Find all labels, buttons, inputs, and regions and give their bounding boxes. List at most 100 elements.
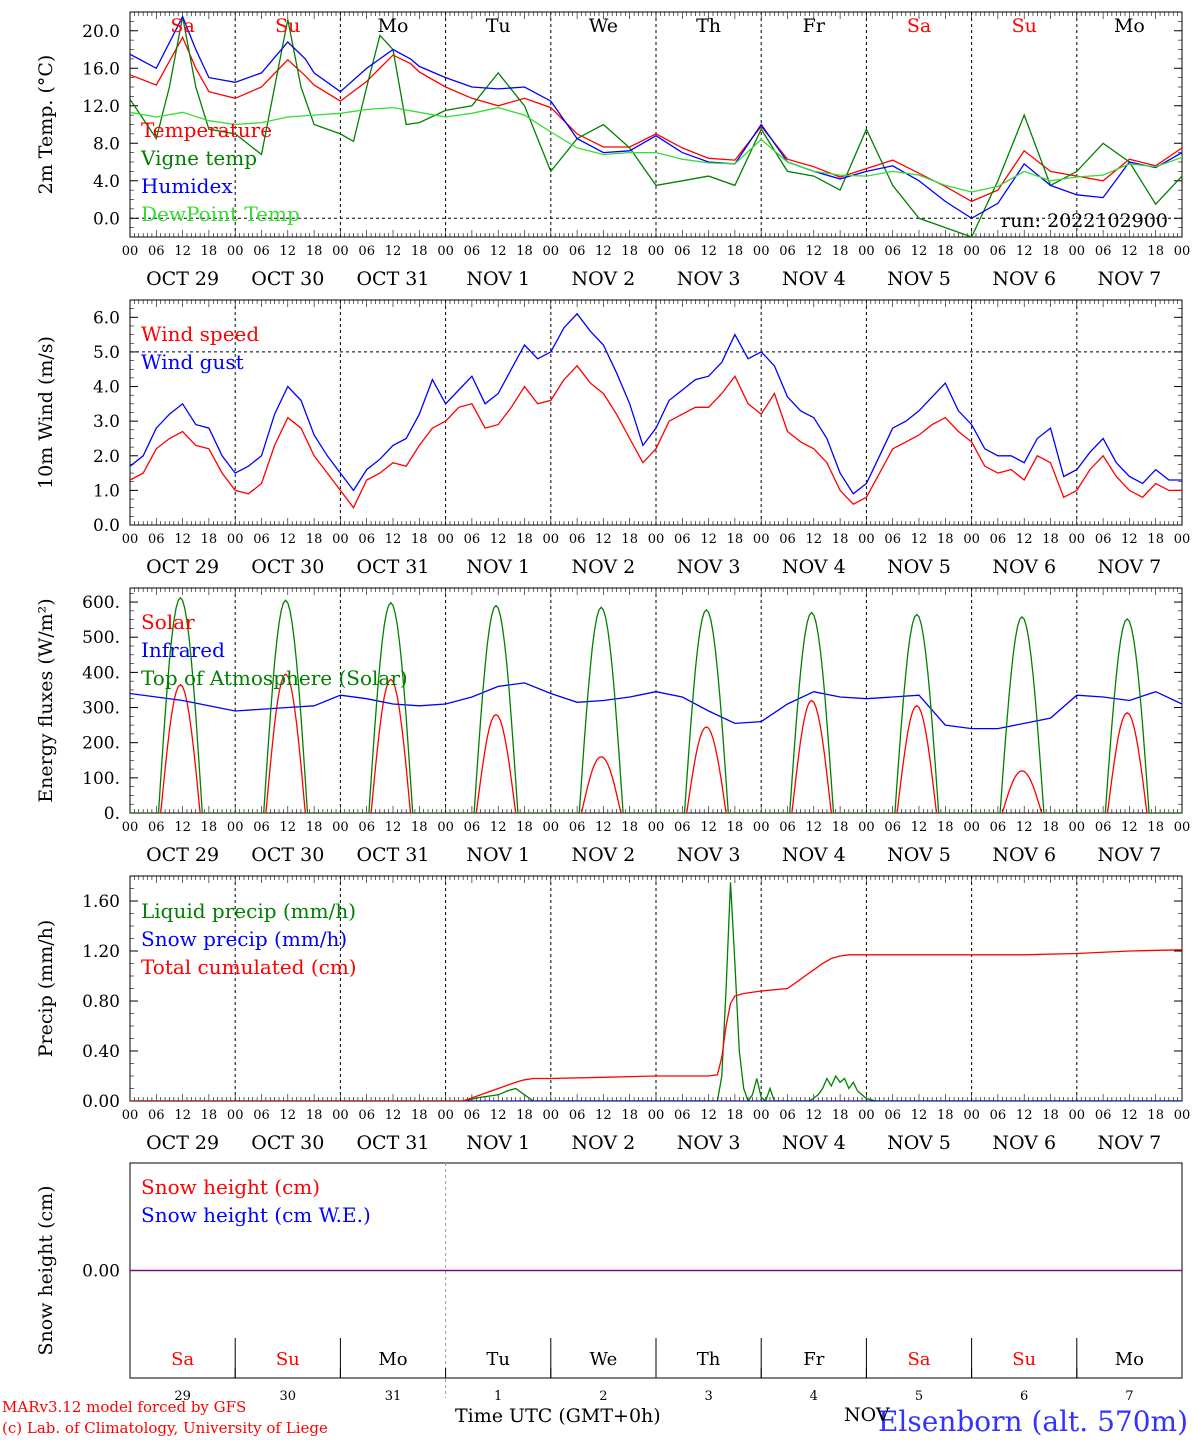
- hour-label: 18: [937, 532, 954, 547]
- hour-label: 06: [1095, 1108, 1112, 1123]
- series-line: [130, 15, 1182, 220]
- weekday-label: Su: [1012, 1349, 1036, 1370]
- hour-label: 06: [1095, 820, 1112, 835]
- day-number: 7: [1125, 1389, 1133, 1404]
- hour-label: 12: [911, 532, 928, 547]
- day-number: 2: [599, 1389, 607, 1404]
- hour-label: 12: [385, 532, 402, 547]
- hour-label: 06: [990, 820, 1007, 835]
- date-label: NOV 5: [887, 556, 951, 578]
- date-label: NOV 6: [992, 268, 1056, 290]
- hour-label: 00: [1069, 532, 1086, 547]
- y-tick-label: 0.00: [82, 1262, 120, 1282]
- series-line: [130, 364, 1182, 509]
- y-tick-label: 0.: [104, 804, 120, 824]
- hour-label: 12: [174, 244, 191, 259]
- hour-label: 12: [700, 532, 717, 547]
- hour-label: 06: [569, 1108, 586, 1123]
- date-label: NOV 1: [466, 844, 530, 866]
- y-tick-label: 0.0: [93, 516, 120, 536]
- hour-label: 06: [148, 820, 165, 835]
- hour-label: 12: [385, 820, 402, 835]
- weekday-label: Tu: [486, 15, 511, 37]
- hour-label: 18: [201, 532, 218, 547]
- hour-label: 18: [832, 820, 849, 835]
- date-label: NOV 5: [887, 268, 951, 290]
- weekday-label: Sa: [170, 15, 194, 37]
- date-label: NOV 5: [887, 1132, 951, 1154]
- legend-entry: DewPoint Temp: [141, 202, 300, 226]
- hour-label: 18: [1147, 532, 1164, 547]
- hour-label: 06: [884, 532, 901, 547]
- date-label: NOV 4: [782, 268, 846, 290]
- hour-label: 06: [148, 1108, 165, 1123]
- hour-label: 12: [385, 1108, 402, 1123]
- hour-label: 12: [174, 1108, 191, 1123]
- hour-label: 06: [674, 1108, 691, 1123]
- hour-label: 00: [1069, 820, 1086, 835]
- hour-label: 18: [201, 1108, 218, 1123]
- hour-label: 00: [122, 532, 139, 547]
- station-name: Elsenborn (alt. 570m): [877, 1405, 1188, 1438]
- date-label: NOV 3: [677, 268, 741, 290]
- hour-label: 00: [332, 820, 349, 835]
- date-label: NOV 2: [572, 844, 636, 866]
- day-number: 5: [915, 1389, 923, 1404]
- hour-label: 00: [858, 244, 875, 259]
- weekday-label: Su: [275, 15, 300, 37]
- hour-label: 18: [621, 532, 638, 547]
- hour-label: 06: [884, 820, 901, 835]
- date-label: OCT 29: [146, 556, 219, 578]
- date-label: OCT 31: [356, 556, 429, 578]
- legend-entry: Wind speed: [141, 322, 259, 346]
- weekday-label: Sa: [907, 1349, 930, 1370]
- y-tick-label: 100.: [82, 769, 120, 789]
- date-label: NOV 1: [466, 268, 530, 290]
- weekday-label: Mo: [1114, 15, 1145, 37]
- hour-label: 18: [516, 244, 533, 259]
- y-tick-label: 500.: [82, 628, 120, 648]
- weekday-label: Th: [696, 15, 721, 37]
- legend-entry: Vigne temp: [140, 146, 257, 170]
- hour-label: 00: [1069, 244, 1086, 259]
- weekday-label: Su: [276, 1349, 300, 1370]
- hour-label: 00: [963, 244, 980, 259]
- hour-label: 12: [490, 820, 507, 835]
- hour-label: 18: [201, 820, 218, 835]
- weekday-label: Su: [1012, 15, 1037, 37]
- hour-label: 06: [253, 820, 270, 835]
- date-label: NOV 5: [887, 844, 951, 866]
- legend-entry: Total cumulated (cm): [141, 955, 357, 979]
- hour-label: 00: [1174, 532, 1191, 547]
- legend-entry: Infrared: [141, 638, 225, 662]
- hour-label: 18: [306, 820, 323, 835]
- day-number: 29: [174, 1389, 191, 1404]
- hour-label: 00: [227, 1108, 244, 1123]
- hour-label: 00: [437, 532, 454, 547]
- hour-label: 12: [280, 820, 297, 835]
- hour-label: 12: [911, 1108, 928, 1123]
- weekday-label: Mo: [1115, 1349, 1144, 1370]
- hour-label: 18: [727, 244, 744, 259]
- hour-label: 18: [1147, 820, 1164, 835]
- panel-frame: [129, 299, 1183, 526]
- hour-label: 12: [490, 244, 507, 259]
- hour-label: 06: [358, 1108, 375, 1123]
- hour-label: 00: [543, 1108, 560, 1123]
- y-tick-label: 4.0: [93, 172, 120, 192]
- hour-label: 06: [464, 820, 481, 835]
- date-label: OCT 29: [146, 1132, 219, 1154]
- hour-label: 00: [753, 532, 770, 547]
- series-line: [130, 949, 1182, 1101]
- weekday-label: Sa: [171, 1349, 194, 1370]
- weekday-label: Mo: [378, 1349, 407, 1370]
- hour-label: 06: [779, 244, 796, 259]
- date-label: OCT 30: [251, 556, 324, 578]
- hour-label: 12: [911, 820, 928, 835]
- date-label: NOV 6: [992, 1132, 1056, 1154]
- date-label: NOV 7: [1098, 268, 1162, 290]
- hour-label: 18: [1042, 244, 1059, 259]
- hour-label: 00: [1174, 1108, 1191, 1123]
- series-line: [130, 673, 1182, 813]
